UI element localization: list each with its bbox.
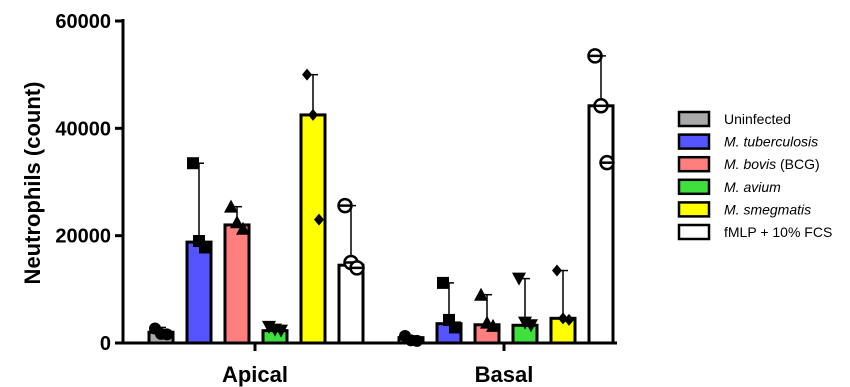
y-tick-label-0: 0 (100, 333, 111, 355)
data-point-diamond-1-0 (552, 264, 562, 277)
data-point-circle-open-1-2 (599, 154, 615, 171)
legend-item-1: M. tuberculosis (677, 133, 818, 150)
data-point-diamond-1-2 (564, 313, 574, 326)
data-point-diamond-0-0 (302, 68, 312, 81)
data-point-circle-open-0-0 (337, 197, 353, 214)
data-point-square-0-2 (199, 241, 211, 254)
legend-label-3: M. avium (724, 179, 781, 195)
legend-swatch-4 (677, 201, 711, 218)
data-point-triangle-up-1-0 (474, 287, 488, 301)
legend-item-3: M. avium (677, 178, 781, 196)
data-point-triangle-down-0-2 (274, 324, 288, 338)
data-point-circle-open-0-2 (349, 260, 365, 276)
data-point-circle-open-1-0 (587, 48, 603, 64)
data-point-triangle-down-1-2 (524, 319, 538, 333)
data-point-square-0-0 (187, 157, 199, 170)
legend-swatch-1 (677, 133, 711, 150)
data-point-square-1-2 (449, 321, 461, 334)
legend-swatch-3 (677, 178, 711, 196)
data-point-triangle-up-0-0 (224, 199, 238, 213)
data-point-triangle-down-1-0 (512, 272, 526, 286)
legend-label-5: fMLP + 10% FCS (724, 224, 832, 240)
data-point-square-1-0 (437, 276, 449, 289)
legend-swatch-5 (677, 223, 711, 241)
y-tick-label-2: 40000 (55, 118, 111, 140)
x-tick-label-0: Apical (222, 362, 288, 387)
data-point-circle-open-1-1 (593, 98, 609, 114)
y-tick-label-3: 60000 (55, 11, 111, 33)
legend-item-0: Uninfected (677, 110, 791, 128)
legend-label-4: M. smegmatis (724, 201, 811, 217)
legend-label-1: M. tuberculosis (724, 134, 818, 150)
data-point-diamond-0-2 (314, 213, 324, 226)
data-point-triangle-up-0-1 (230, 215, 244, 229)
data-point-circle-filled-0-2 (161, 328, 173, 341)
bar-5-0 (337, 263, 365, 345)
legend-label-2: M. bovis (BCG) (724, 156, 820, 172)
data-points (149, 48, 615, 347)
legend-item-4: M. smegmatis (677, 201, 811, 218)
data-point-triangle-up-1-2 (486, 318, 500, 332)
legend-item-5: fMLP + 10% FCS (677, 223, 832, 241)
data-point-diamond-0-1 (308, 108, 318, 121)
y-tick-label-1: 20000 (55, 226, 111, 248)
legend-item-2: M. bovis (BCG) (677, 155, 820, 173)
data-point-circle-filled-1-2 (411, 334, 423, 347)
legend-swatch-2 (677, 155, 711, 173)
data-point-triangle-up-0-2 (236, 221, 250, 235)
bars (147, 104, 615, 345)
bar-5-1 (587, 104, 615, 345)
legend-swatch-0 (677, 110, 711, 128)
bar-1-0 (185, 240, 213, 345)
bar-2-0 (223, 223, 251, 345)
legend: Uninfected M. tuberculosis M. bovis (BCG) M… (677, 110, 832, 241)
axes: 0 20000 40000 60000 Apical Basal (55, 11, 617, 387)
legend-label-0: Uninfected (724, 111, 791, 127)
y-axis-label: Neutrophils (count) (20, 82, 45, 285)
bar-4-0 (299, 113, 327, 345)
x-tick-label-1: Basal (475, 362, 534, 387)
